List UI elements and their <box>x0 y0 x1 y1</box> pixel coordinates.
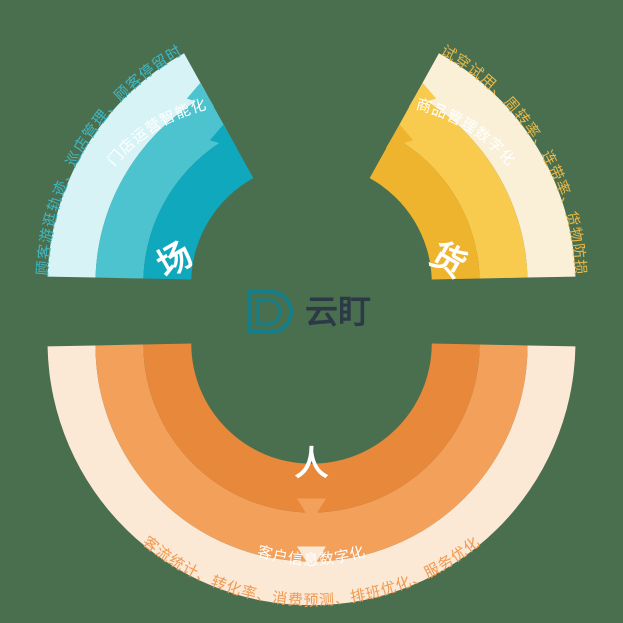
huo-notch-inner <box>385 124 414 149</box>
huo-mid-band <box>392 94 528 279</box>
huo-inner-band <box>369 136 480 280</box>
segment-ren[interactable]: 人 客户信息数字化 客流统计、转化率、消费预测、排班优化、服务优化 <box>47 343 576 609</box>
chang-notch-outer <box>186 83 215 107</box>
chang-notch-inner <box>209 124 238 149</box>
ren-outer-band <box>47 345 576 606</box>
ren-notch-outer <box>297 546 326 570</box>
chang-inner-band <box>143 136 254 280</box>
ren-notch-mid <box>297 498 326 522</box>
ren-inner-band <box>143 343 480 513</box>
huo-notch-outer <box>408 83 437 107</box>
ren-mid-band <box>95 344 528 562</box>
chang-outer-band <box>47 53 208 278</box>
segment-chang[interactable]: 场 门店运营智能化 区域关注度、顾客游逛轨迹、巡店管理、顾客停留时长、营销活动 <box>0 0 254 285</box>
ren-title: 人 <box>295 445 329 483</box>
chang-mid-band <box>95 94 231 279</box>
huo-outer-band <box>415 53 576 278</box>
